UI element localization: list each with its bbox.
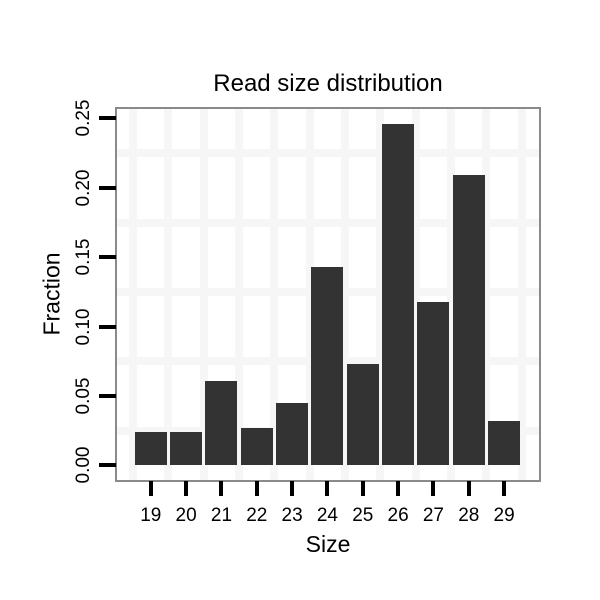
x-tick <box>148 481 153 496</box>
x-tick-label: 28 <box>458 505 480 526</box>
bar <box>382 123 415 466</box>
h-gridline <box>117 149 539 158</box>
bar <box>311 266 344 466</box>
y-tick-label: 0.15 <box>73 238 94 276</box>
x-tick-label: 20 <box>175 505 197 526</box>
plot-panel <box>117 109 539 480</box>
x-tick <box>325 481 330 496</box>
bar <box>276 402 309 466</box>
x-axis-title: Size <box>305 531 351 557</box>
x-tick <box>254 481 259 496</box>
x-tick <box>219 481 224 496</box>
bar <box>240 427 273 466</box>
y-tick-label: 0.25 <box>73 99 94 137</box>
x-tick-label: 27 <box>422 505 445 526</box>
y-tick-label: 0.10 <box>73 308 94 346</box>
bar <box>346 364 379 466</box>
x-tick-label: 23 <box>281 505 303 526</box>
x-tick-label: 22 <box>246 505 268 526</box>
x-tick-label: 25 <box>352 505 374 526</box>
y-tick <box>99 116 116 121</box>
y-tick <box>99 185 116 190</box>
h-gridline <box>117 218 539 227</box>
y-tick <box>99 394 116 398</box>
y-tick <box>99 255 116 260</box>
x-tick-label: 29 <box>493 505 515 526</box>
bar <box>488 420 521 466</box>
y-tick <box>99 324 116 329</box>
y-tick-label: 0.00 <box>73 446 94 484</box>
x-tick <box>431 481 436 496</box>
x-tick <box>396 481 401 496</box>
x-tick <box>360 481 365 496</box>
bar <box>452 175 485 466</box>
bar <box>170 432 203 466</box>
chart-title: Read size distribution <box>213 70 443 97</box>
x-tick-label: 19 <box>140 505 162 526</box>
x-tick <box>290 481 295 496</box>
bar <box>134 432 167 466</box>
x-tick-label: 24 <box>316 505 339 526</box>
x-tick-label: 21 <box>210 505 233 526</box>
bar <box>205 380 238 466</box>
x-tick-label: 26 <box>387 505 409 526</box>
bar <box>417 301 450 466</box>
y-tick <box>99 463 116 468</box>
y-axis-title: Fraction <box>38 252 65 336</box>
x-tick <box>466 481 471 496</box>
x-tick <box>502 481 507 496</box>
y-tick-label: 0.05 <box>73 377 94 415</box>
y-tick-label: 0.20 <box>73 169 94 207</box>
x-tick <box>184 481 189 496</box>
